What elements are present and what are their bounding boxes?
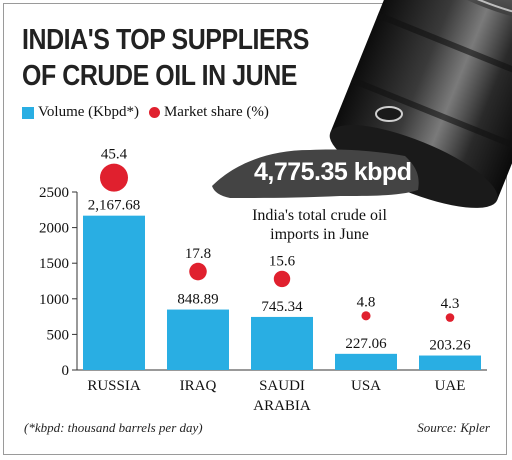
x-category-label: USA [351, 378, 381, 394]
legend-volume-swatch [22, 106, 34, 119]
total-imports-note: India's total crude oil imports in June [252, 207, 387, 243]
share-dot [273, 270, 291, 288]
bar-value-label: 203.26 [429, 338, 471, 354]
share-value-label: 4.3 [441, 296, 460, 312]
bar-value-label: 227.06 [345, 336, 387, 352]
x-category-label: SAUDI [259, 378, 305, 394]
bar-value-label: 745.34 [261, 299, 303, 315]
y-tick-label: 500 [47, 327, 70, 343]
share-value-label: 4.8 [357, 294, 376, 310]
share-dot [445, 313, 455, 322]
y-tick-label: 2000 [39, 221, 69, 237]
total-imports-value: 4,775.35 kbpd [254, 158, 412, 186]
y-tick-label: 0 [62, 363, 70, 379]
bar-usa [335, 353, 397, 370]
bar-iraq [167, 309, 229, 370]
bar-value-label: 2,167.68 [88, 198, 141, 214]
legend-share-label: Market share (%) [163, 104, 269, 120]
share-value-label: 15.6 [269, 254, 296, 270]
bar-uae [419, 355, 481, 370]
share-dot [361, 311, 371, 321]
x-category-label: UAE [435, 378, 466, 394]
y-tick-label: 1500 [39, 256, 69, 272]
y-tick-label: 1000 [39, 292, 69, 308]
share-value-label: 17.8 [185, 246, 211, 262]
chart-title-line-1: INDIA'S TOP SUPPLIERS [22, 24, 310, 56]
chart-title-line-2: OF CRUDE OIL IN JUNE [22, 60, 298, 92]
x-category-label: ARABIA [253, 398, 311, 414]
bar-saudi-arabia [251, 316, 313, 370]
source-note: Source: Kpler [417, 420, 490, 435]
legend-share-swatch [148, 107, 160, 118]
bar-russia [83, 215, 145, 370]
footnote: (*kbpd: thousand barrels per day) [24, 420, 203, 435]
y-tick-label: 2500 [39, 185, 69, 201]
legend: Volume (Kbpd*) Market share (%) [22, 104, 269, 121]
legend-volume-label: Volume (Kbpd*) [38, 104, 139, 120]
share-dot [189, 262, 207, 281]
share-dot [100, 163, 128, 192]
bar-value-label: 848.89 [177, 292, 218, 308]
share-value-label: 45.4 [101, 147, 128, 163]
x-category-label: RUSSIA [87, 378, 141, 394]
x-category-label: IRAQ [180, 378, 217, 394]
figure-frame [3, 3, 507, 455]
